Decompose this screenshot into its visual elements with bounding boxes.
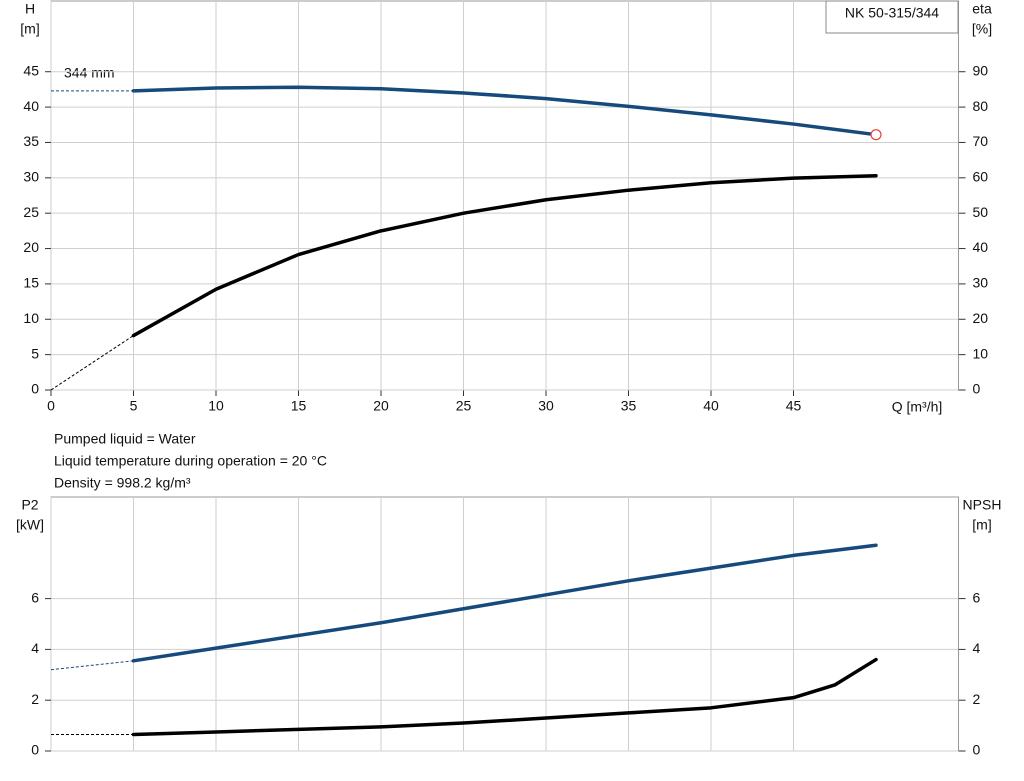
y-tick-label: 6 [31, 589, 39, 605]
y2-tick-label: 40 [973, 239, 989, 255]
curve [131, 173, 878, 338]
y-tick-label: 25 [23, 204, 39, 220]
y-axis-label: [m] [20, 21, 39, 37]
x-tick-label: 45 [786, 398, 802, 414]
y2-axis-label: [m] [972, 517, 991, 533]
curve [131, 543, 878, 663]
y-axis-label: P2 [21, 497, 38, 513]
note: Liquid temperature during operation = 20… [54, 453, 327, 469]
x-tick-label: 10 [208, 398, 224, 414]
y-tick-label: 45 [23, 62, 39, 78]
x-tick-label: 35 [621, 398, 637, 414]
y-tick-label: 10 [23, 310, 39, 326]
box [825, 0, 959, 34]
y-tick-label: 4 [31, 640, 39, 656]
y-tick-label: 0 [31, 381, 39, 397]
y-tick-label: 40 [23, 98, 39, 114]
extension [50, 660, 134, 671]
x-tick-label: 30 [538, 398, 554, 414]
y2-tick-label: 50 [973, 204, 989, 220]
y-axis-label: H [25, 1, 35, 17]
plot-frame [50, 0, 959, 391]
y2-tick-label: 60 [973, 169, 989, 185]
y2-axis-label: NPSH [963, 497, 1002, 513]
y2-tick-label: 70 [973, 133, 989, 149]
y-axis-label: [kW] [16, 517, 44, 533]
y-tick-label: 35 [23, 133, 39, 149]
y-tick-label: 15 [23, 275, 39, 291]
annotation: 344 mm [64, 65, 115, 81]
curve [131, 657, 878, 737]
y-tick-label: 20 [23, 239, 39, 255]
y2-axis-label: [%] [972, 21, 992, 37]
x-tick-label: 15 [291, 398, 307, 414]
y-tick-label: 30 [23, 169, 39, 185]
y-tick-label: 0 [31, 742, 39, 758]
box-label: NK 50-315/344 [845, 5, 939, 21]
y2-tick-label: 80 [973, 98, 989, 114]
curve [131, 85, 878, 137]
y2-tick-label: 2 [973, 691, 981, 707]
plot-frame [50, 496, 959, 752]
x-tick-label: 20 [373, 398, 389, 414]
y2-tick-label: 6 [973, 589, 981, 605]
y2-tick-label: 30 [973, 275, 989, 291]
y2-tick-label: 0 [973, 742, 981, 758]
x-tick-label: 40 [703, 398, 719, 414]
extension [50, 335, 134, 391]
note: Pumped liquid = Water [54, 431, 196, 447]
end-marker [870, 129, 882, 141]
x-axis-label: Q [m³/h] [892, 399, 943, 415]
y2-tick-label: 4 [973, 640, 981, 656]
x-tick-label: 0 [47, 398, 55, 414]
y2-tick-label: 0 [973, 381, 981, 397]
y-tick-label: 5 [31, 345, 39, 361]
x-tick-label: 25 [456, 398, 472, 414]
y2-tick-label: 10 [973, 345, 989, 361]
x-tick-label: 5 [130, 398, 138, 414]
note: Density = 998.2 kg/m³ [54, 475, 191, 491]
y2-tick-label: 90 [973, 62, 989, 78]
y2-tick-label: 20 [973, 310, 989, 326]
y2-axis-label: eta [972, 1, 992, 17]
y-tick-label: 2 [31, 691, 39, 707]
